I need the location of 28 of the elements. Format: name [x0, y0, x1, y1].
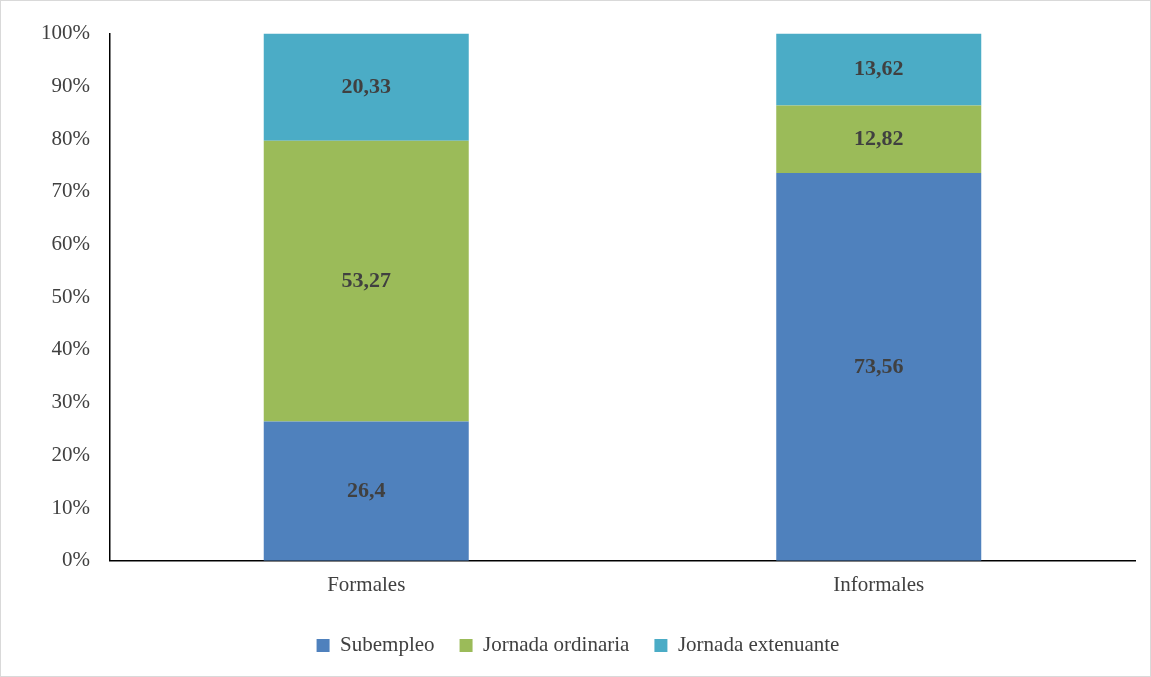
data-label: 53,27 [341, 266, 391, 292]
data-label: 12,82 [854, 124, 904, 150]
bar [776, 172, 982, 561]
y-tick-label: 50% [51, 283, 90, 308]
x-tick-label: Informales [833, 571, 925, 596]
data-label: 26,4 [346, 476, 386, 502]
data-label: 73,56 [854, 352, 904, 378]
bar [776, 33, 982, 106]
bar [263, 421, 469, 561]
y-tick-label: 90% [51, 72, 90, 97]
bar [776, 105, 982, 173]
data-label: 20,33 [341, 72, 391, 98]
bar [263, 140, 469, 422]
y-tick-label: 10% [51, 494, 90, 519]
y-tick-label: 40% [51, 336, 90, 361]
y-tick-label: 20% [51, 441, 90, 466]
data-label: 13,62 [854, 55, 904, 81]
y-tick-label: 0% [61, 547, 90, 572]
y-tick-label: 60% [51, 231, 90, 255]
legend-label: Subempleo [340, 632, 435, 657]
y-tick-label: 80% [51, 125, 90, 150]
y-tick-label: 70% [51, 178, 90, 203]
bar [263, 33, 469, 141]
legend-label: Jornada extenuante [677, 632, 840, 657]
legend-label: Jornada ordinaria [483, 632, 631, 657]
y-tick-label: 100% [40, 20, 90, 45]
x-tick-label: Formales [327, 571, 406, 596]
y-tick-label: 30% [51, 389, 90, 414]
